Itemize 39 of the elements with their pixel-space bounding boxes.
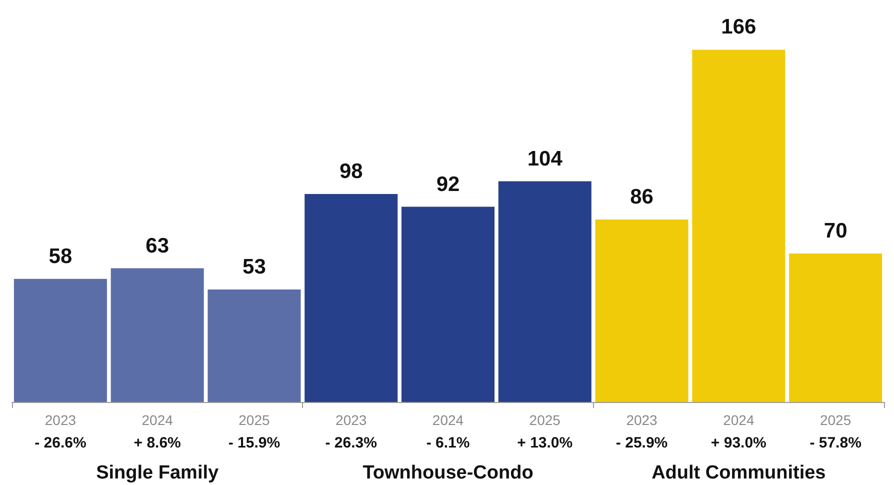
text: - 25.9% xyxy=(616,434,668,452)
data-label: 58 xyxy=(48,244,72,268)
text: - 26.3% xyxy=(325,434,377,452)
bar xyxy=(110,268,204,402)
text: - 15.9% xyxy=(228,434,280,452)
data-label: 98 xyxy=(339,160,364,184)
text: Single Family xyxy=(96,462,220,484)
x-tick-label: 2025 xyxy=(529,412,561,428)
bar xyxy=(14,278,107,402)
text: + 8.6% xyxy=(134,434,181,452)
bar xyxy=(692,50,786,402)
data-label: 53 xyxy=(242,256,266,279)
text: - 57.8% xyxy=(810,434,862,452)
text: + 13.0% xyxy=(517,434,573,452)
bar xyxy=(304,194,398,402)
data-label: 63 xyxy=(146,234,170,258)
bar xyxy=(595,219,688,402)
x-tick-label: 2023 xyxy=(336,412,367,428)
data-label: 104 xyxy=(527,147,563,170)
data-label: 92 xyxy=(436,172,460,196)
text: - 6.1% xyxy=(426,434,470,452)
x-tick-label: 2024 xyxy=(142,412,174,428)
x-tick-label: 2024 xyxy=(723,412,754,428)
text: - 26.6% xyxy=(34,434,86,452)
x-tick-label: 2025 xyxy=(238,412,270,428)
bar xyxy=(208,290,301,402)
text: + 93.0% xyxy=(710,434,766,452)
x-tick-label: 2023 xyxy=(626,412,658,428)
text: Townhouse-Condo xyxy=(362,462,534,484)
data-label: 86 xyxy=(630,185,654,208)
bar xyxy=(789,253,882,402)
data-label: 166 xyxy=(721,16,756,39)
bar xyxy=(498,181,592,402)
data-label: 70 xyxy=(824,219,848,242)
text: Adult Communities xyxy=(652,462,826,484)
x-tick-label: 2025 xyxy=(820,412,852,428)
x-tick-label: 2024 xyxy=(432,412,464,428)
bar xyxy=(401,206,495,402)
x-tick-label: 2023 xyxy=(44,412,76,428)
